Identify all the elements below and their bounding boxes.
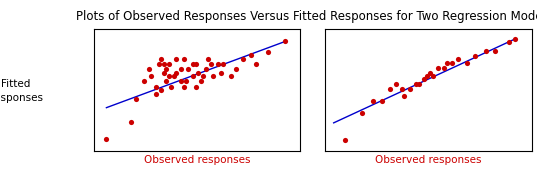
Point [358,111,366,114]
Point [179,57,188,60]
X-axis label: Observed responses: Observed responses [144,155,250,165]
Point [164,75,173,78]
Point [159,71,168,74]
Point [201,68,210,71]
Point [164,62,173,66]
Point [199,75,208,78]
Point [189,75,198,78]
Point [194,71,203,74]
Point [434,66,442,69]
Point [216,71,225,74]
Point [157,57,165,60]
Point [154,62,163,66]
Point [157,89,165,92]
Point [169,75,178,78]
Point [505,41,513,44]
Point [281,40,290,43]
Point [454,58,462,61]
Point [411,83,420,86]
Point [152,92,161,95]
Point [340,138,349,141]
Point [192,62,200,66]
Point [491,49,499,52]
Point [209,75,217,78]
Point [425,71,434,74]
Point [192,85,200,88]
Point [214,62,223,66]
Point [231,68,240,71]
Point [400,94,409,98]
Point [251,62,260,66]
Point [177,68,185,71]
Point [179,85,188,88]
Point [182,80,190,83]
Point [162,68,170,71]
Point [162,80,170,83]
Point [423,74,431,78]
Point [391,83,400,86]
Point [462,61,471,64]
Point [386,88,395,91]
X-axis label: Observed responses: Observed responses [375,155,482,165]
Point [239,57,248,60]
Point [184,68,193,71]
Point [448,61,457,64]
Point [510,38,519,41]
Point [172,57,180,60]
Point [471,54,480,57]
Point [144,68,153,71]
Point [369,100,378,103]
Point [102,138,111,141]
Text: Plots of Observed Responses Versus Fitted Responses for Two Regression Models: Plots of Observed Responses Versus Fitte… [76,10,537,23]
Point [414,83,423,86]
Point [246,54,255,57]
Point [177,80,185,83]
Point [207,62,215,66]
Point [189,62,198,66]
Point [482,49,491,52]
Point [152,85,161,88]
Point [132,97,141,100]
Point [378,100,386,103]
Point [429,74,437,78]
Text: Fitted
responses: Fitted responses [0,79,42,103]
Point [204,57,213,60]
Point [442,61,451,64]
Point [147,75,156,78]
Point [172,71,180,74]
Point [159,62,168,66]
Point [264,50,272,53]
Point [420,78,429,81]
Point [219,62,228,66]
Point [127,120,135,123]
Point [440,66,448,69]
Point [227,75,235,78]
Point [397,88,406,91]
Point [197,80,205,83]
Point [140,80,148,83]
Point [406,88,415,91]
Point [167,85,176,88]
